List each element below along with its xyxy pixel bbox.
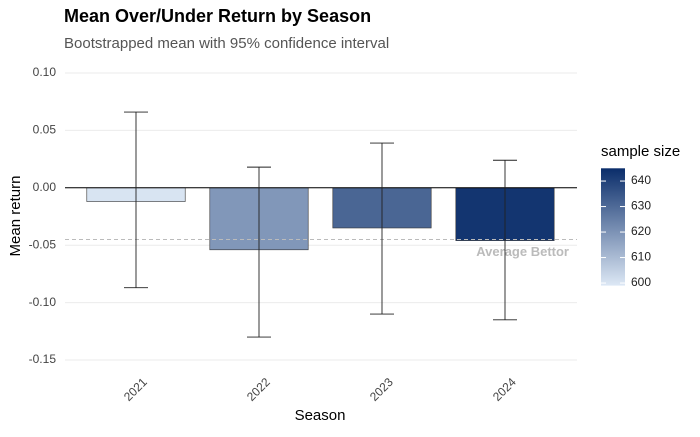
x-axis-label: Season xyxy=(295,407,346,424)
color-bar xyxy=(601,168,625,286)
y-tick-label: 0.00 xyxy=(33,180,57,194)
legend-tick-label: 620 xyxy=(631,224,651,238)
reference-label: Average Bettor xyxy=(476,244,569,259)
y-axis-label: Mean return xyxy=(7,176,24,257)
y-tick-label: -0.05 xyxy=(29,237,57,251)
y-tick-label: -0.15 xyxy=(29,352,57,366)
x-tick-label: 2024 xyxy=(490,375,519,404)
chart-title: Mean Over/Under Return by Season xyxy=(64,6,371,26)
error-bar xyxy=(124,111,148,289)
error-bar xyxy=(370,142,394,315)
chart-subtitle: Bootstrapped mean with 95% confidence in… xyxy=(64,35,389,52)
legend-title: sample size xyxy=(601,143,680,160)
y-tick-label: 0.05 xyxy=(33,123,57,137)
legend-tick-label: 610 xyxy=(631,250,651,264)
legend-tick-label: 640 xyxy=(631,173,651,187)
x-tick-label: 2021 xyxy=(121,375,150,404)
y-tick-label: -0.10 xyxy=(29,295,57,309)
x-tick-label: 2022 xyxy=(244,375,273,404)
y-tick-label: 0.10 xyxy=(33,65,57,79)
legend-tick-label: 630 xyxy=(631,199,651,213)
x-tick-label: 2023 xyxy=(367,375,396,404)
error-bar xyxy=(493,159,517,321)
error-bar xyxy=(247,166,271,338)
legend-tick-label: 600 xyxy=(631,275,651,289)
